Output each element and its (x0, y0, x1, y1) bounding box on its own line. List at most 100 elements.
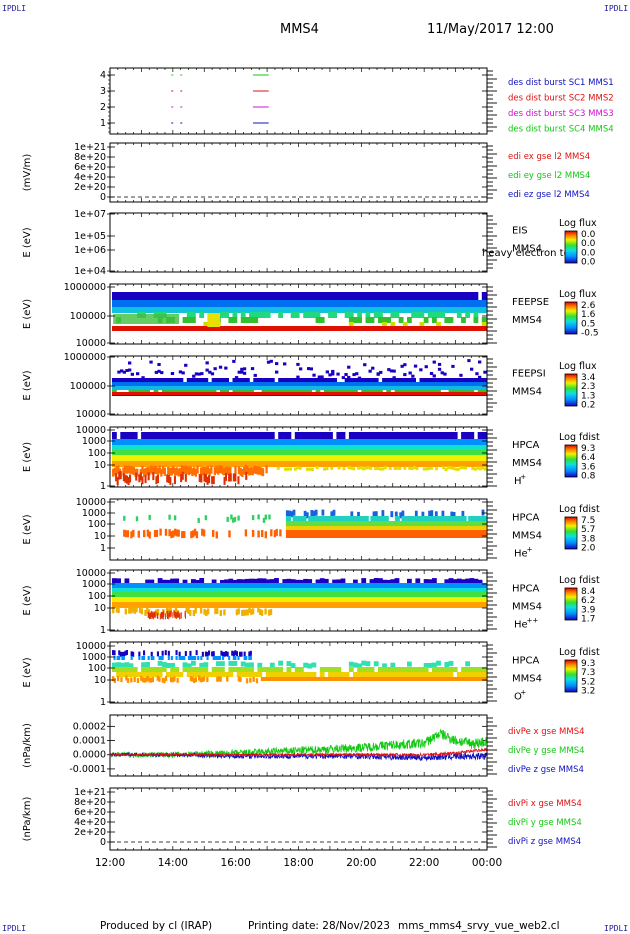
heatmap-cell (147, 656, 150, 660)
heatmap-cell (193, 467, 196, 476)
heatmap-cell (282, 326, 288, 331)
heatmap-cell (215, 461, 221, 467)
heatmap-cell (415, 390, 421, 392)
heatmap-cell (116, 455, 121, 461)
heatmap-cell (452, 326, 458, 331)
heatmap-cell (282, 378, 288, 382)
heatmap-cell (235, 651, 238, 657)
heatmap-cell (423, 445, 429, 450)
heatmap-cell (132, 378, 138, 382)
heatmap-cell (145, 392, 150, 395)
instrument-sub-label: MMS4 (512, 387, 542, 398)
heatmap-cell (170, 292, 175, 302)
heatmap-cell (332, 378, 337, 382)
heatmap-cell (274, 602, 279, 608)
heatmap-cell (224, 366, 228, 370)
heatmap-cell (363, 530, 367, 538)
heatmap-cell (168, 529, 171, 537)
heatmap-cell (314, 521, 318, 526)
heatmap-cell (168, 467, 172, 476)
heatmap-cell (124, 583, 130, 588)
heatmap-cell (166, 307, 171, 313)
heatmap-cell (465, 439, 470, 445)
heatmap-cell (294, 390, 300, 392)
heatmap-cell (415, 667, 421, 672)
heatmap-cell (353, 602, 358, 608)
heatmap-cell (286, 386, 292, 390)
heatmap-cell (307, 326, 313, 331)
heatmap-cell (390, 445, 396, 450)
heatmap-cell (456, 439, 462, 445)
heatmap-cell (153, 465, 156, 474)
heatmap-cell (386, 579, 392, 585)
heatmap-cell (466, 530, 469, 538)
heatmap-cell (325, 516, 329, 522)
heatmap-cell (473, 461, 479, 467)
heatmap-cell (290, 390, 296, 392)
heatmap-cell (400, 364, 404, 368)
heatmap-cell (120, 677, 123, 683)
heatmap-cell (344, 382, 350, 386)
heatmap-cell (132, 597, 138, 602)
colorbar-hpca_hepp (564, 587, 578, 621)
heatmap-cell (347, 466, 351, 470)
heatmap-cell (361, 450, 367, 455)
heatmap-cell (269, 392, 275, 395)
heatmap-cell (310, 468, 314, 471)
heatmap-cell (228, 395, 234, 396)
heatmap-cell (203, 672, 209, 677)
heatmap-cell (202, 529, 206, 537)
heatmap-cell (274, 578, 279, 583)
heatmap-cell (203, 322, 209, 327)
heatmap-cell (307, 461, 313, 467)
heatmap-cell (232, 667, 238, 672)
panel-frame-edi (109, 142, 488, 203)
heatmap-cell (475, 372, 479, 376)
heatmap-cell (477, 667, 483, 672)
heatmap-cell (249, 656, 252, 660)
heatmap-cell (311, 395, 317, 396)
heatmap-cell (473, 677, 477, 681)
heatmap-cell (427, 439, 433, 445)
heatmap-cell (473, 592, 479, 597)
heatmap-cell (273, 530, 277, 538)
heatmap-cell (388, 526, 391, 530)
heatmap-cell (386, 292, 392, 302)
heatmap-cell (436, 445, 441, 450)
legend-entry: des dist burst SC2 MMS2 (508, 94, 614, 104)
heatmap-cell (423, 677, 427, 681)
heatmap-cell (138, 656, 141, 660)
heatmap-cell (265, 326, 271, 331)
heatmap-cell (344, 378, 350, 382)
heatmap-cell (378, 445, 383, 450)
heatmap-cell (286, 467, 290, 471)
heatmap-cell (450, 521, 454, 526)
heatmap-cell (286, 583, 292, 588)
heatmap-cell (419, 378, 425, 382)
heatmap-cell (215, 667, 221, 672)
heatmap-cell (199, 667, 205, 672)
heatmap-cell (290, 511, 294, 518)
heatmap-cell (186, 592, 192, 597)
heatmap-cell (195, 455, 200, 461)
heatmap-cell (444, 468, 448, 471)
heatmap-cell (428, 521, 431, 526)
heatmap-cell (253, 292, 259, 302)
heatmap-cell (398, 392, 404, 395)
heatmap-cell (137, 530, 140, 538)
heatmap-cell (245, 307, 250, 313)
heatmap-cell (161, 656, 164, 660)
heatmap-cell (203, 390, 209, 392)
heatmap-cell (116, 578, 121, 584)
heatmap-cell (239, 651, 242, 657)
heatmap-cell (182, 326, 188, 331)
heatmap-cell (299, 307, 304, 313)
heatmap-cell (373, 597, 379, 602)
heatmap-cell (481, 526, 485, 530)
heatmap-cell (198, 675, 201, 681)
heatmap-cell (294, 307, 300, 313)
heatmap-cell (328, 667, 333, 672)
heatmap-cell (448, 432, 454, 440)
heatmap-cell (245, 656, 248, 660)
heatmap-cell (473, 300, 479, 308)
